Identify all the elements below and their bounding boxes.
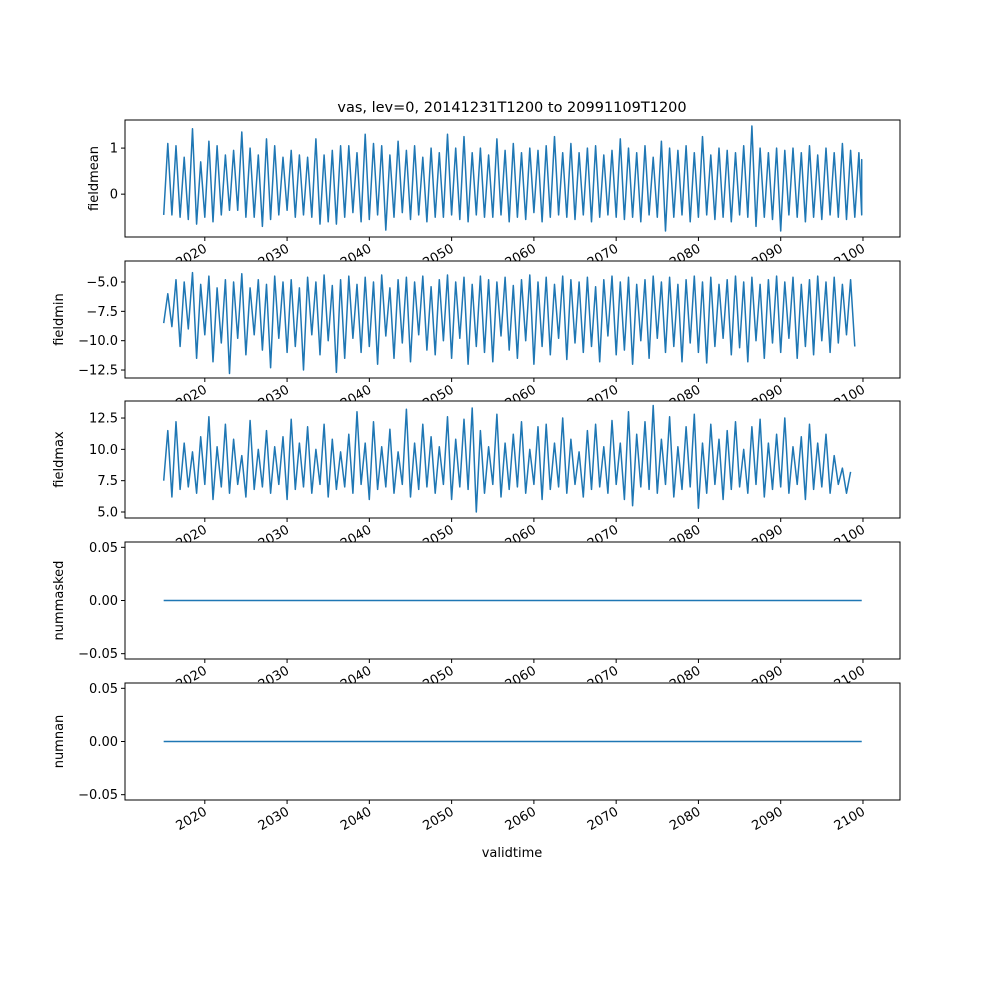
series-line-fieldmean	[162, 125, 863, 232]
x-axis-label: validtime	[482, 846, 543, 861]
axes-frame	[124, 260, 901, 379]
y-tick-label: −0.05	[78, 788, 118, 803]
axes-frame	[124, 119, 901, 238]
y-tick-label: 12.5	[89, 412, 118, 427]
y-tick-label: 0	[110, 188, 118, 203]
y-tick-label: 0.05	[89, 541, 118, 556]
y-tick-label: 1	[110, 142, 118, 157]
y-axis-label: nummasked	[52, 561, 67, 641]
y-axis-label: fieldmin	[52, 293, 67, 346]
y-tick-label: −7.5	[86, 305, 118, 320]
y-tick-label: 0.00	[89, 594, 118, 609]
y-tick-label: 0.00	[89, 735, 118, 750]
y-tick-label: −12.5	[78, 364, 118, 379]
chart-title: vas, lev=0, 20141231T1200 to 20991109T12…	[337, 100, 686, 116]
y-axis-label: fieldmean	[87, 146, 102, 211]
series-line-fieldmax	[162, 404, 852, 513]
y-tick-label: 7.5	[97, 474, 118, 489]
y-tick-label: 0.05	[89, 682, 118, 697]
y-tick-label: −0.05	[78, 647, 118, 662]
axes-background	[125, 401, 900, 518]
y-tick-label: −5.0	[86, 276, 118, 291]
y-tick-label: 5.0	[97, 505, 118, 520]
y-tick-label: 10.0	[89, 443, 118, 458]
series-line-fieldmin	[162, 271, 856, 375]
y-tick-label: −10.0	[78, 334, 118, 349]
y-axis-label: fieldmax	[52, 431, 67, 488]
axes-frame	[124, 400, 901, 519]
y-axis-label: numnan	[52, 715, 67, 769]
